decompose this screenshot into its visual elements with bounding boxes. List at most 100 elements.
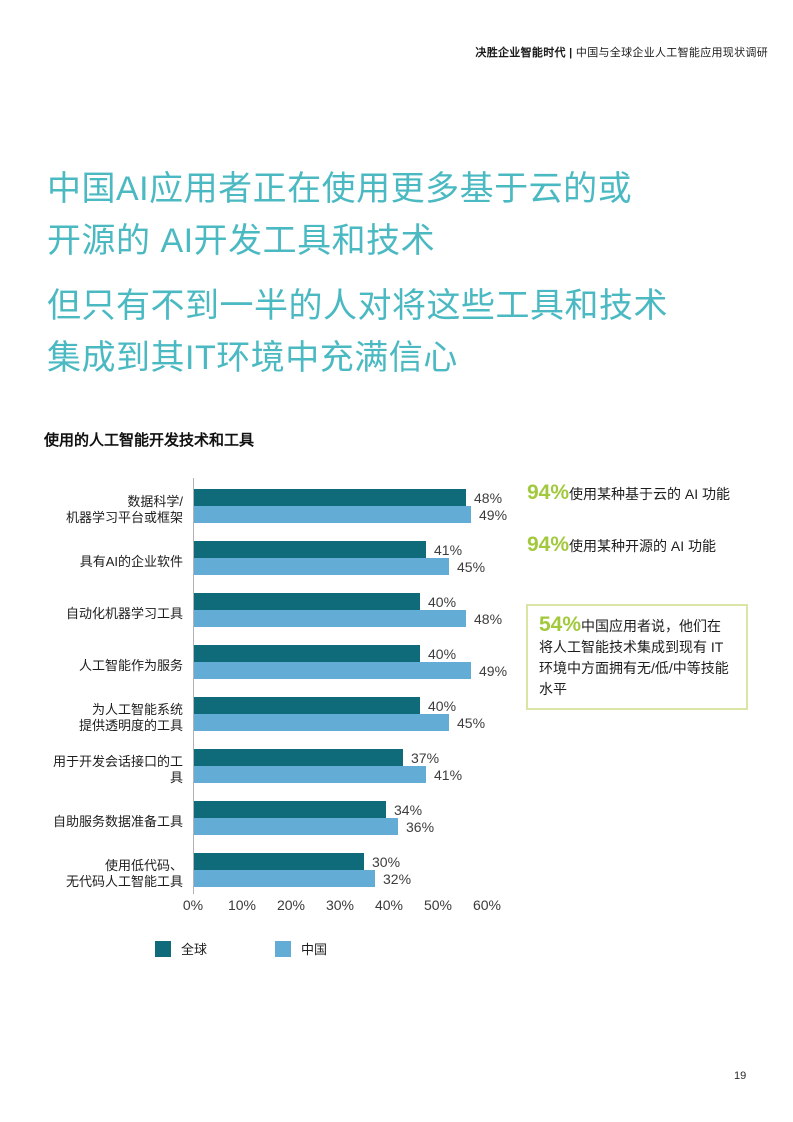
bar-line-china: 45% — [194, 558, 564, 575]
legend-label-china: 中国 — [301, 942, 328, 957]
heading-primary: 中国AI应用者正在使用更多基于云的或 开源的 AI开发工具和技术 — [47, 163, 632, 267]
bar-global — [194, 697, 420, 714]
x-axis-tick-label: 40% — [374, 897, 404, 913]
heading-secondary: 但只有不到一半的人对将这些工具和技术 集成到其IT环境中充满信心 — [47, 280, 668, 384]
bar-line-global: 40% — [194, 593, 564, 610]
bar-value-label: 34% — [394, 801, 423, 818]
chart-row: 人工智能作为服务 40% 49% — [44, 634, 564, 686]
chart-row: 具有AI的企业软件 41% 45% — [44, 530, 564, 582]
bar-line-china: 36% — [194, 818, 564, 835]
bar-line-global: 30% — [194, 853, 564, 870]
chart-row: 自助服务数据准备工具 34% 36% — [44, 790, 564, 842]
bar-group: 40% 49% — [193, 645, 564, 686]
bar-china — [194, 610, 466, 627]
bar-china — [194, 818, 398, 835]
bar-line-global: 37% — [194, 749, 564, 766]
category-label: 具有AI的企业软件 — [79, 553, 183, 569]
bar-group: 34% 36% — [193, 801, 564, 842]
bar-china — [194, 870, 375, 887]
bar-global — [194, 489, 466, 506]
stat-opensource: 94%使用某种开源的 AI 功能 — [527, 533, 716, 557]
bar-value-label: 40% — [428, 645, 457, 662]
category-label: 为人工智能系统 提供透明度的工具 — [78, 701, 183, 733]
bar-group: 41% 45% — [193, 541, 564, 582]
chart-row: 自动化机器学习工具 40% 48% — [44, 582, 564, 634]
chart-title: 使用的人工智能开发技术和工具 — [44, 432, 255, 449]
bar-line-china: 49% — [194, 506, 564, 523]
bar-line-global: 34% — [194, 801, 564, 818]
chart-row: 数据科学/ 机器学习平台或框架 48% 49% — [44, 478, 564, 530]
bar-global — [194, 853, 364, 870]
bar-line-china: 41% — [194, 766, 564, 783]
bar-value-label: 32% — [383, 870, 412, 887]
x-axis-tick-label: 0% — [182, 897, 204, 913]
bar-global — [194, 645, 420, 662]
chart-row: 使用低代码、 无代码人工智能工具 30% 32% — [44, 842, 564, 894]
x-axis-tick-label: 20% — [276, 897, 306, 913]
stat-cloud: 94%使用某种基于云的 AI 功能 — [527, 481, 730, 505]
legend-item-global: 全球 — [155, 939, 207, 958]
bar-value-label: 49% — [479, 662, 508, 679]
page-number: 19 — [734, 1070, 747, 1082]
bar-china — [194, 766, 426, 783]
bar-line-china: 32% — [194, 870, 564, 887]
bar-group: 40% 45% — [193, 697, 564, 738]
category-label: 使用低代码、 无代码人工智能工具 — [65, 857, 183, 889]
bar-china — [194, 506, 471, 523]
stat-opensource-text: 使用某种开源的 AI 功能 — [569, 538, 717, 554]
bar-line-china: 45% — [194, 714, 564, 731]
stat-cloud-text: 使用某种基于云的 AI 功能 — [569, 486, 731, 502]
bar-china — [194, 714, 449, 731]
legend-swatch-global — [155, 940, 171, 957]
bar-value-label: 48% — [474, 610, 503, 627]
skill-box-value: 54% — [539, 613, 582, 636]
bar-line-china: 48% — [194, 610, 564, 627]
chart-row: 为人工智能系统 提供透明度的工具 40% 45% — [44, 686, 564, 738]
heading-primary-line1: 中国AI应用者正在使用更多基于云的或 — [47, 170, 633, 208]
heading-secondary-line1: 但只有不到一半的人对将这些工具和技术 — [47, 287, 668, 325]
header-separator: | — [565, 47, 576, 59]
category-label: 数据科学/ 机器学习平台或框架 — [65, 493, 183, 525]
stat-cloud-value: 94% — [527, 481, 570, 504]
y-axis-line — [193, 478, 194, 894]
skill-box-text: 中国应用者说，他们在将人工智能技术集成到现有 IT 环境中方面拥有无/低/中等技… — [539, 618, 729, 697]
bar-group: 30% 32% — [193, 853, 564, 894]
heading-secondary-line2: 集成到其IT环境中充满信心 — [47, 339, 458, 377]
bar-global — [194, 749, 403, 766]
page-header: 决胜企业智能时代 | 中国与全球企业人工智能应用现状调研 — [475, 44, 768, 60]
bar-value-label: 40% — [428, 593, 457, 610]
chart-container: 数据科学/ 机器学习平台或框架 48% 49% 具有AI的企业软件 41% 45% 自动化机… — [44, 478, 564, 913]
chart-rows: 数据科学/ 机器学习平台或框架 48% 49% 具有AI的企业软件 41% 45% 自动化机… — [44, 478, 564, 894]
bar-global — [194, 593, 420, 610]
bar-line-global: 41% — [194, 541, 564, 558]
bar-group: 48% 49% — [193, 489, 564, 530]
bar-china — [194, 662, 471, 679]
bar-line-china: 49% — [194, 662, 564, 679]
chart-row: 用于开发会话接口的工具 37% 41% — [44, 738, 564, 790]
bar-global — [194, 801, 386, 818]
header-title-bold: 决胜企业智能时代 — [475, 47, 566, 59]
bar-value-label: 36% — [406, 818, 435, 835]
bar-global — [194, 541, 426, 558]
x-axis-tick-label: 10% — [227, 897, 257, 913]
legend-swatch-china — [275, 940, 291, 957]
legend-label-global: 全球 — [181, 942, 208, 957]
bar-value-label: 48% — [474, 489, 503, 506]
heading-primary-line2: 开源的 AI开发工具和技术 — [47, 222, 436, 260]
bar-group: 37% 41% — [193, 749, 564, 790]
bar-value-label: 37% — [411, 749, 440, 766]
bar-value-label: 49% — [479, 506, 508, 523]
bar-group: 40% 48% — [193, 593, 564, 634]
bar-line-global: 40% — [194, 645, 564, 662]
x-axis-tick-label: 30% — [325, 897, 355, 913]
bar-line-global: 40% — [194, 697, 564, 714]
bar-line-global: 48% — [194, 489, 564, 506]
category-label: 用于开发会话接口的工具 — [52, 753, 183, 785]
bar-value-label: 45% — [457, 714, 486, 731]
x-axis-tick-label: 60% — [472, 897, 502, 913]
bar-value-label: 41% — [434, 766, 463, 783]
bar-value-label: 30% — [372, 853, 401, 870]
category-label: 自助服务数据准备工具 — [52, 813, 183, 829]
stat-opensource-value: 94% — [527, 533, 570, 556]
skill-box: 54%中国应用者说，他们在将人工智能技术集成到现有 IT 环境中方面拥有无/低/… — [526, 604, 748, 710]
